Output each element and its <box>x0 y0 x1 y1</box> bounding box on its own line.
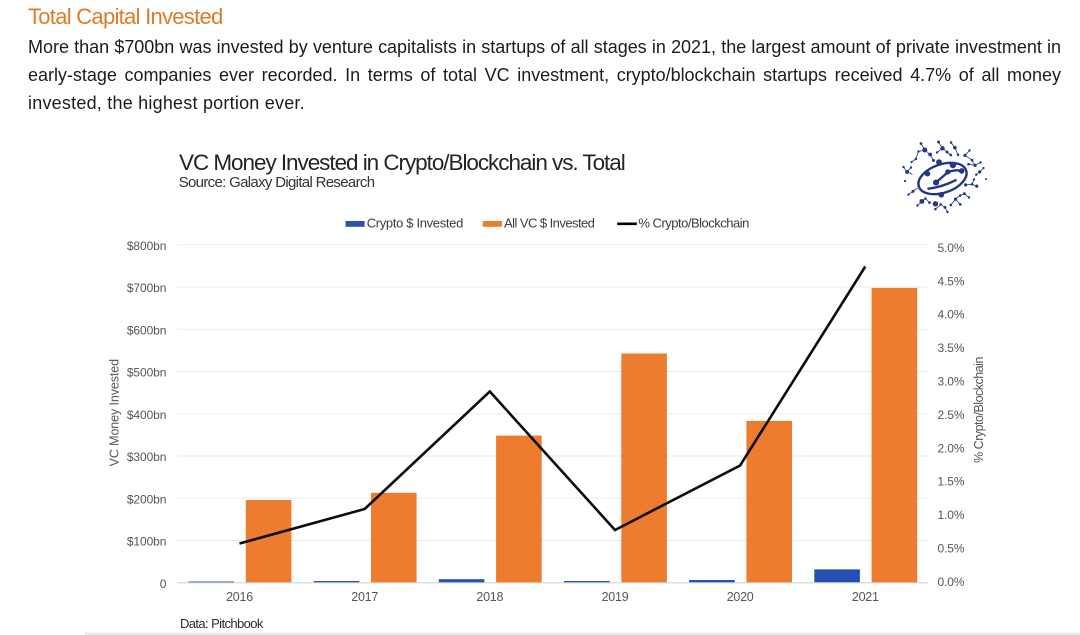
svg-text:$200bn: $200bn <box>127 492 166 506</box>
svg-text:4.0%: 4.0% <box>938 308 965 322</box>
svg-text:2020: 2020 <box>727 590 754 604</box>
svg-text:VC Money Invested in Crypto/Bl: VC Money Invested in Crypto/Blockchain v… <box>179 150 625 175</box>
svg-text:2.0%: 2.0% <box>938 441 965 455</box>
svg-text:Data: Pitchbook: Data: Pitchbook <box>180 616 264 631</box>
svg-text:Crypto $ Invested: Crypto $ Invested <box>367 216 463 231</box>
svg-text:1.5%: 1.5% <box>938 475 965 489</box>
svg-text:1.0%: 1.0% <box>938 508 965 522</box>
svg-text:$800bn: $800bn <box>127 239 166 253</box>
svg-text:2019: 2019 <box>602 590 629 604</box>
svg-text:VC Money Invested: VC Money Invested <box>107 359 121 467</box>
svg-text:4.5%: 4.5% <box>938 274 965 288</box>
svg-text:2016: 2016 <box>226 590 253 604</box>
svg-text:2.5%: 2.5% <box>938 408 965 422</box>
svg-text:0.5%: 0.5% <box>938 542 965 556</box>
svg-text:Source: Galaxy Digital Researc: Source: Galaxy Digital Research <box>179 174 375 191</box>
svg-text:$300bn: $300bn <box>127 450 166 464</box>
svg-text:5.0%: 5.0% <box>938 241 965 255</box>
svg-text:$500bn: $500bn <box>127 366 166 380</box>
svg-text:$700bn: $700bn <box>127 281 166 295</box>
svg-text:2021: 2021 <box>852 590 879 604</box>
svg-text:0: 0 <box>160 577 167 591</box>
svg-text:All VC $ Invested: All VC $ Invested <box>504 216 595 231</box>
svg-text:0.0%: 0.0% <box>938 575 965 589</box>
svg-text:3.5%: 3.5% <box>938 341 965 355</box>
svg-text:% Crypto/Blockchain: % Crypto/Blockchain <box>638 216 749 231</box>
svg-text:2018: 2018 <box>476 590 503 604</box>
svg-text:$100bn: $100bn <box>127 535 166 549</box>
svg-text:$600bn: $600bn <box>127 323 166 337</box>
svg-text:2017: 2017 <box>351 590 378 604</box>
svg-text:$400bn: $400bn <box>127 408 166 422</box>
svg-text:3.0%: 3.0% <box>938 375 965 389</box>
svg-text:% Crypto/Blockchain: % Crypto/Blockchain <box>972 357 986 463</box>
